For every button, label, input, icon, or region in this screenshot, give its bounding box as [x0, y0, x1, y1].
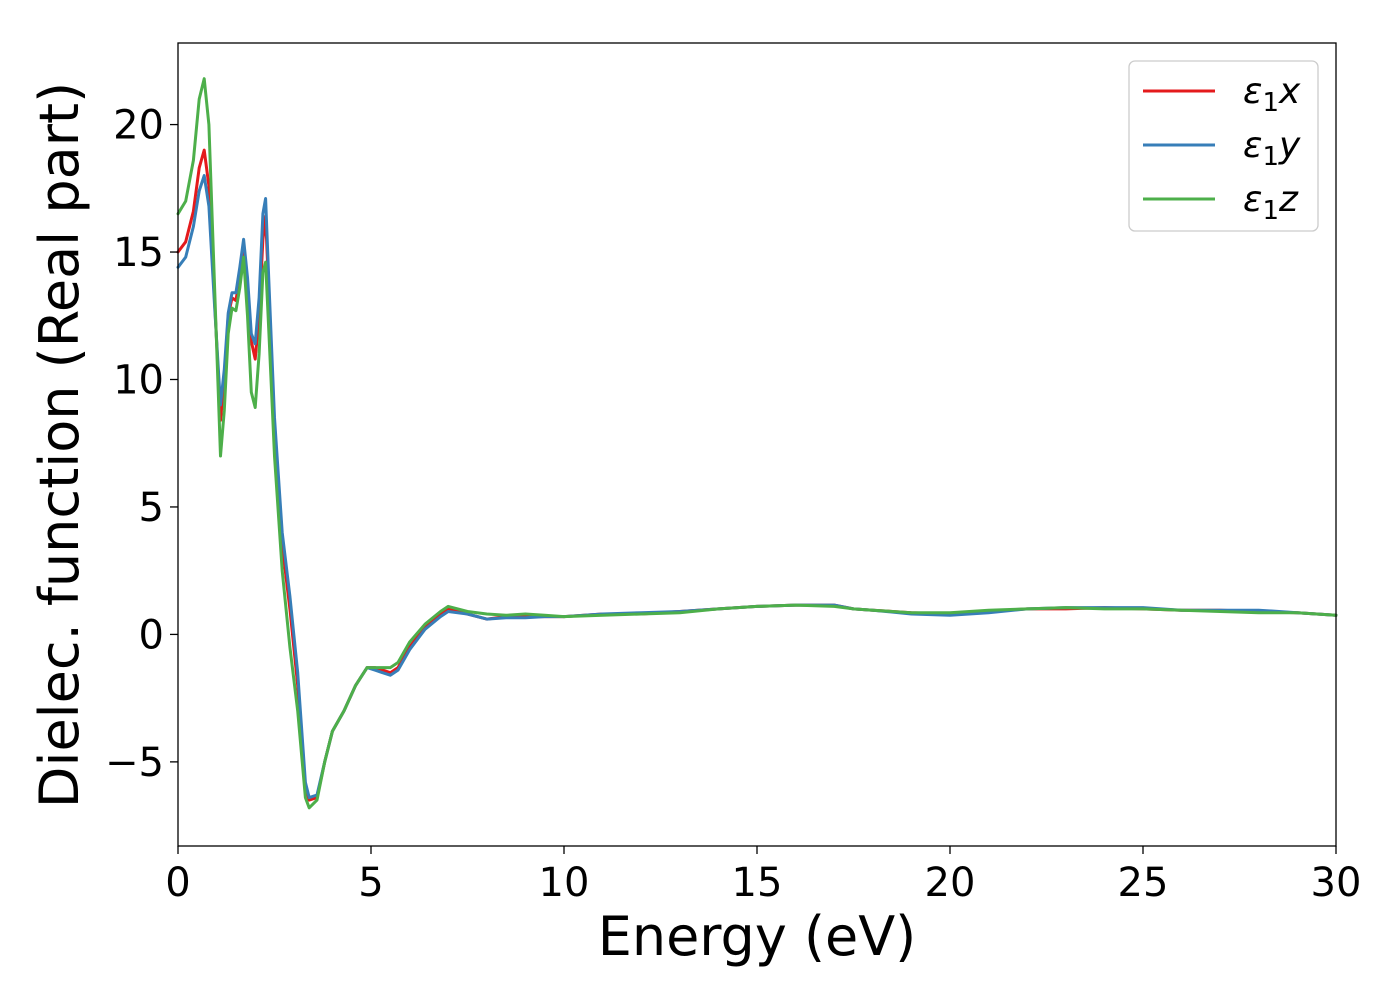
y-axis-label: Dielec. function (Real part): [28, 82, 91, 808]
y-tick-label: 10: [113, 357, 164, 403]
x-tick-label: 15: [732, 860, 783, 906]
x-tick-label: 0: [165, 860, 190, 906]
legend-label-1: ε1x: [1243, 71, 1301, 118]
x-axis-label: Energy (eV): [598, 905, 917, 968]
legend-label-subscript: 1: [1262, 142, 1279, 172]
y-tick-label: 15: [113, 230, 164, 276]
x-tick-label: 5: [358, 860, 383, 906]
x-tick-label: 20: [925, 860, 976, 906]
y-tick-label: −5: [105, 740, 164, 786]
legend-label-2: ε1y: [1243, 125, 1301, 172]
y-axis: −5 0 5 10 15 20: [105, 103, 178, 786]
x-tick-label: 25: [1118, 860, 1169, 906]
legend-label-symbol: ε: [1243, 71, 1262, 112]
legend-label-3: ε1z: [1243, 179, 1299, 226]
legend-label-axis: y: [1278, 125, 1301, 166]
y-tick-label: 5: [139, 485, 164, 531]
legend-box: [1128, 60, 1319, 232]
y-tick-label: 0: [139, 612, 164, 658]
legend-label-axis: x: [1278, 71, 1301, 112]
legend-label-symbol: ε: [1243, 125, 1262, 166]
x-tick-label: 10: [539, 860, 590, 906]
legend-label-subscript: 1: [1262, 196, 1279, 226]
legend-label-axis: z: [1278, 179, 1299, 220]
legend-label-symbol: ε: [1243, 179, 1262, 220]
y-tick-label: 20: [113, 103, 164, 149]
x-tick-label: 30: [1311, 860, 1362, 906]
legend-label-subscript: 1: [1262, 88, 1279, 118]
plot-lines: [176, 77, 1338, 810]
x-axis: 0 5 10 15 20 25 30: [165, 846, 1361, 906]
series-line-3: [176, 77, 1338, 810]
